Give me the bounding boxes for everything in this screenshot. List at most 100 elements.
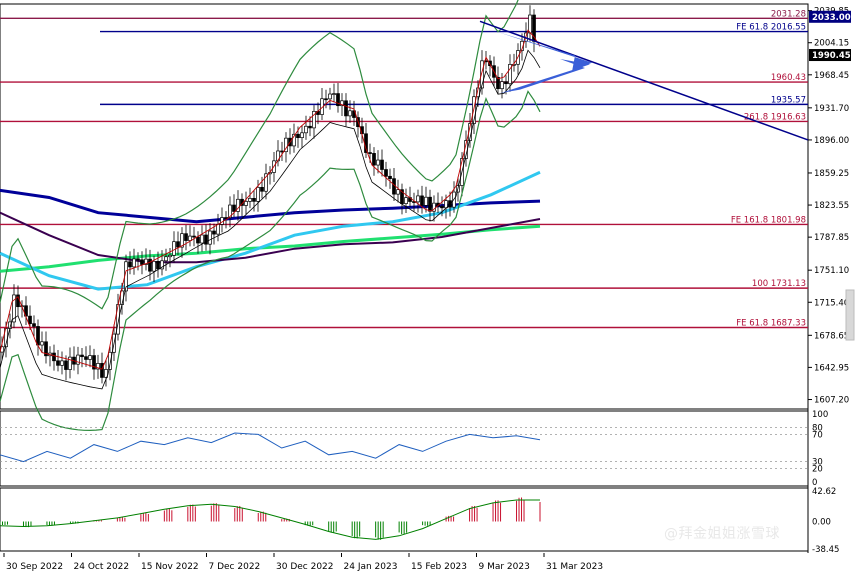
price-tick-label: 1751.10 bbox=[814, 266, 849, 276]
candle-body bbox=[264, 173, 268, 192]
price-tag bbox=[809, 10, 851, 23]
candle-body bbox=[256, 186, 260, 202]
candle-body bbox=[428, 196, 432, 212]
candle-body bbox=[176, 241, 180, 248]
envelope-line bbox=[0, 29, 541, 370]
x-tick-label: 31 Mar 2023 bbox=[546, 562, 603, 572]
candle-body bbox=[192, 235, 196, 238]
price-tick-label: 1823.55 bbox=[814, 201, 849, 211]
rsi-tick-label: 0 bbox=[812, 478, 817, 488]
x-tick-label: 15 Nov 2022 bbox=[141, 562, 199, 572]
candle-body bbox=[292, 133, 296, 147]
x-tick-label: 30 Dec 2022 bbox=[276, 562, 334, 572]
candle-body bbox=[248, 197, 252, 202]
x-tick-label: 24 Oct 2022 bbox=[74, 562, 130, 572]
macd-tick-label: 42.62 bbox=[812, 487, 836, 497]
candle-body bbox=[396, 189, 400, 195]
candle-body bbox=[140, 259, 144, 265]
candle-body bbox=[236, 198, 240, 212]
candle-body bbox=[416, 195, 420, 203]
level-label: 2031.28 bbox=[771, 9, 806, 19]
price-tick-label: 2004.15 bbox=[814, 39, 849, 49]
candle-body bbox=[400, 189, 404, 204]
price-tick-label: 1607.20 bbox=[814, 396, 849, 406]
candle-body bbox=[480, 60, 484, 89]
level-label: FE 161.8 1801.98 bbox=[731, 215, 806, 225]
price-tag-label: 1990.45 bbox=[812, 51, 851, 61]
candle-body bbox=[332, 93, 336, 95]
level-label: 261.8 1916.63 bbox=[744, 112, 806, 122]
candle-body bbox=[300, 132, 304, 139]
candle-body bbox=[104, 369, 108, 378]
candle-body bbox=[156, 260, 160, 270]
candle-body bbox=[520, 40, 524, 51]
candle-body bbox=[500, 81, 504, 90]
candle-body bbox=[224, 217, 228, 219]
candle-body bbox=[128, 261, 132, 268]
candle-body bbox=[148, 258, 152, 272]
price-tick-label: 1678.65 bbox=[814, 331, 849, 341]
x-tick-label: 24 Jan 2023 bbox=[344, 562, 398, 572]
price-tick-label: 1859.25 bbox=[814, 169, 849, 179]
candle-body bbox=[36, 326, 40, 346]
candle-body bbox=[28, 315, 32, 325]
candle-body bbox=[336, 93, 340, 107]
price-tick-label: 1968.45 bbox=[814, 71, 849, 81]
rsi-tick-label: 20 bbox=[812, 464, 823, 474]
candle-body bbox=[344, 100, 348, 117]
rsi-line bbox=[0, 432, 541, 463]
macd-tick-label: 0.00 bbox=[812, 517, 831, 527]
candle-body bbox=[100, 363, 104, 378]
candle-body bbox=[132, 258, 136, 268]
candle-body bbox=[348, 110, 352, 117]
candle-body bbox=[448, 200, 452, 208]
candle-body bbox=[88, 355, 92, 360]
candle-body bbox=[64, 360, 68, 370]
rsi-panel-frame bbox=[0, 410, 809, 487]
candle-body bbox=[304, 125, 308, 134]
candle-body bbox=[168, 254, 172, 258]
candle-body bbox=[56, 360, 60, 366]
candle-body bbox=[136, 258, 140, 261]
price-tick-label: 1896.00 bbox=[814, 136, 849, 146]
x-tick-label: 30 Sep 2022 bbox=[6, 562, 63, 572]
candle-body bbox=[68, 356, 72, 370]
candle-body bbox=[188, 235, 192, 241]
envelope-line bbox=[0, 49, 541, 390]
level-label: FE 61.8 2016.55 bbox=[736, 23, 806, 33]
candle-body bbox=[40, 341, 44, 346]
candle-body bbox=[244, 201, 248, 206]
candle-body bbox=[76, 354, 80, 365]
price-tick-label: 1642.95 bbox=[814, 363, 849, 373]
candle-body bbox=[380, 159, 384, 170]
candle-body bbox=[384, 169, 388, 177]
candle-body bbox=[504, 81, 508, 85]
macd-tick-label: -38.45 bbox=[812, 545, 839, 555]
candle-body bbox=[328, 93, 332, 100]
candle-body bbox=[296, 133, 300, 139]
x-tick-label: 9 Mar 2023 bbox=[479, 562, 530, 572]
candle-body bbox=[164, 256, 168, 262]
candle-body bbox=[312, 110, 316, 129]
price-tick-label: 1931.70 bbox=[814, 104, 849, 114]
candle-body bbox=[388, 175, 392, 179]
candle-body bbox=[324, 98, 328, 101]
watermark: @拜金姐姐涨雪球 bbox=[664, 526, 780, 542]
candle-body bbox=[528, 14, 532, 34]
candle-body bbox=[172, 241, 176, 256]
candle-body bbox=[52, 352, 56, 362]
price-tag bbox=[809, 49, 851, 62]
candle-body bbox=[92, 355, 96, 370]
scrollbar bbox=[845, 289, 855, 341]
candle-body bbox=[200, 234, 204, 244]
candle-body bbox=[212, 230, 216, 235]
candle-body bbox=[12, 294, 16, 323]
level-label: FE 61.8 1687.33 bbox=[736, 319, 806, 329]
candle-body bbox=[152, 260, 156, 272]
x-tick-label: 7 Dec 2022 bbox=[209, 562, 261, 572]
candle-body bbox=[440, 205, 444, 209]
rsi-tick-label: 80 bbox=[812, 424, 823, 434]
candle-body bbox=[252, 197, 256, 202]
candle-body bbox=[32, 323, 36, 327]
